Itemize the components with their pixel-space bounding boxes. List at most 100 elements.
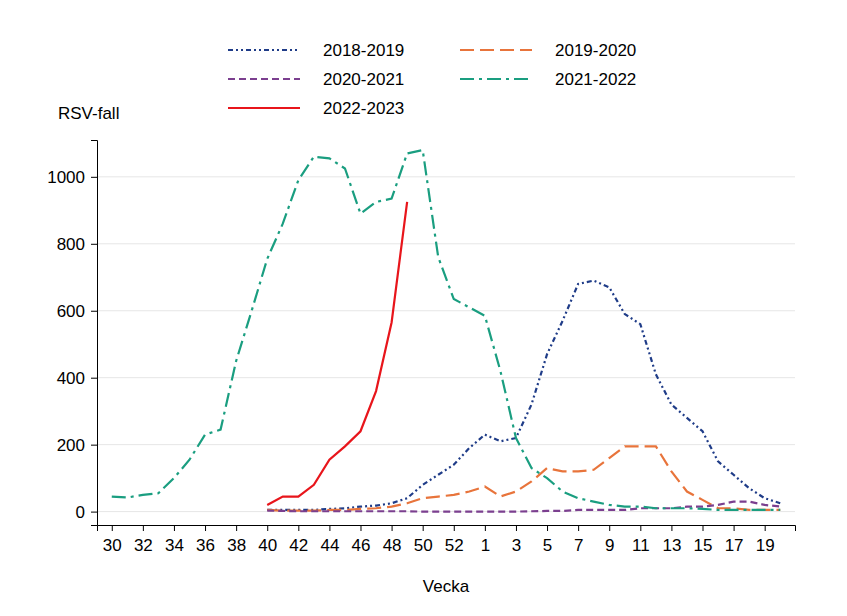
- legend-label: 2021-2022: [555, 70, 636, 89]
- x-tick: 48: [383, 525, 402, 555]
- grid-line: [97, 243, 795, 244]
- y-tick-mark: [91, 512, 97, 513]
- legend-label: 2019-2020: [555, 41, 636, 60]
- x-tick-label: 48: [383, 536, 402, 555]
- y-tick-label: 1000: [47, 168, 85, 187]
- y-axis: 0 200 400 600 800 1000: [47, 141, 97, 526]
- x-tick-mark: [392, 525, 393, 531]
- y-tick: 400: [57, 369, 97, 388]
- x-tick-label: 38: [227, 536, 246, 555]
- x-tick: 50: [414, 525, 433, 555]
- series-line: [112, 150, 780, 510]
- grid-line: [97, 176, 795, 177]
- x-tick: 40: [258, 525, 277, 555]
- x-tick: 3: [512, 525, 521, 555]
- y-tick: 0: [76, 503, 97, 522]
- legend: 2018-2019 2019-2020 2020-2021 2021-2022 2022…: [228, 41, 636, 118]
- x-axis-title: Vecka: [423, 577, 470, 596]
- x-tick-label: 19: [756, 536, 775, 555]
- y-tick-mark: [91, 311, 97, 312]
- x-tick-mark: [205, 525, 206, 531]
- y-axis-line: [91, 141, 98, 526]
- x-tick-mark: [703, 525, 704, 531]
- y-tick-label: 0: [76, 503, 85, 522]
- x-tick-mark: [671, 525, 672, 531]
- x-tick-mark: [298, 525, 299, 531]
- x-tick: 1: [481, 525, 490, 555]
- x-tick: 11: [632, 525, 650, 555]
- legend-item: 2018-2019: [228, 41, 404, 60]
- grid-line: [97, 377, 795, 378]
- x-tick: 19: [756, 525, 775, 555]
- x-tick-label: 34: [165, 536, 184, 555]
- x-tick-label: 17: [725, 536, 744, 555]
- x-tick-mark: [454, 525, 455, 531]
- y-tick-label: 800: [57, 235, 85, 254]
- chart: 0200400600800100030323436384042444648505…: [0, 0, 847, 616]
- grid-line: [97, 310, 795, 311]
- x-tick: 34: [165, 525, 184, 555]
- legend-item: 2022-2023: [228, 99, 404, 118]
- x-tick-mark: [143, 525, 144, 531]
- legend-label: 2020-2021: [323, 70, 404, 89]
- x-tick-mark: [329, 525, 330, 531]
- x-tick-mark: [578, 525, 579, 531]
- x-tick-label: 30: [103, 536, 122, 555]
- y-tick-mark: [91, 445, 97, 446]
- y-tick: 1000: [47, 168, 97, 187]
- legend-swatch: [460, 78, 532, 80]
- x-tick-label: 42: [289, 536, 308, 555]
- x-tick-mark: [174, 525, 175, 531]
- y-tick-label: 200: [57, 436, 85, 455]
- y-tick: 800: [57, 235, 97, 254]
- x-tick-mark: [547, 525, 548, 531]
- x-tick-label: 50: [414, 536, 433, 555]
- x-tick-mark: [734, 525, 735, 531]
- legend-item: 2021-2022: [460, 70, 636, 89]
- x-tick: 32: [134, 525, 153, 555]
- x-tick-mark: [267, 525, 268, 531]
- series-line: [267, 281, 780, 510]
- x-tick: 52: [445, 525, 464, 555]
- legend-label: 2018-2019: [323, 41, 404, 60]
- series-line: [267, 202, 407, 505]
- x-tick-label: 32: [134, 536, 153, 555]
- legend-swatch: [228, 78, 300, 80]
- grid: [97, 177, 795, 512]
- x-tick-label: 1: [481, 536, 490, 555]
- x-tick-mark: [423, 525, 424, 531]
- legend-swatch: [228, 49, 300, 51]
- x-tick-mark: [236, 525, 237, 531]
- legend-swatch: [460, 49, 532, 51]
- legend-item: 2020-2021: [228, 70, 404, 89]
- x-tick-mark: [516, 525, 517, 531]
- x-tick-label: 11: [632, 536, 650, 555]
- y-tick: 600: [57, 302, 97, 321]
- x-tick-label: 13: [662, 536, 681, 555]
- x-tick: 17: [725, 525, 744, 555]
- y-tick: 200: [57, 436, 97, 455]
- x-tick-label: 5: [543, 536, 552, 555]
- x-tick-label: 46: [352, 536, 371, 555]
- x-tick: 36: [196, 525, 215, 555]
- legend-label: 2022-2023: [323, 99, 404, 118]
- series-line: [267, 446, 780, 510]
- x-tick-label: 3: [512, 536, 521, 555]
- plot-area: [112, 150, 780, 512]
- grid-line: [97, 444, 795, 445]
- y-tick-mark: [91, 244, 97, 245]
- y-tick-label: 600: [57, 302, 85, 321]
- x-tick-label: 40: [258, 536, 277, 555]
- y-tick-mark: [91, 378, 97, 379]
- x-tick-label: 15: [694, 536, 713, 555]
- x-tick: 30: [103, 525, 122, 555]
- y-tick-mark: [91, 177, 97, 178]
- x-tick: 7: [574, 525, 583, 555]
- legend-swatch: [228, 107, 300, 109]
- x-tick: 5: [543, 525, 552, 555]
- x-tick-label: 9: [605, 536, 614, 555]
- x-tick: 13: [662, 525, 681, 555]
- x-tick-label: 7: [574, 536, 583, 555]
- x-tick-mark: [360, 525, 361, 531]
- y-axis-title: RSV-fall: [58, 104, 119, 123]
